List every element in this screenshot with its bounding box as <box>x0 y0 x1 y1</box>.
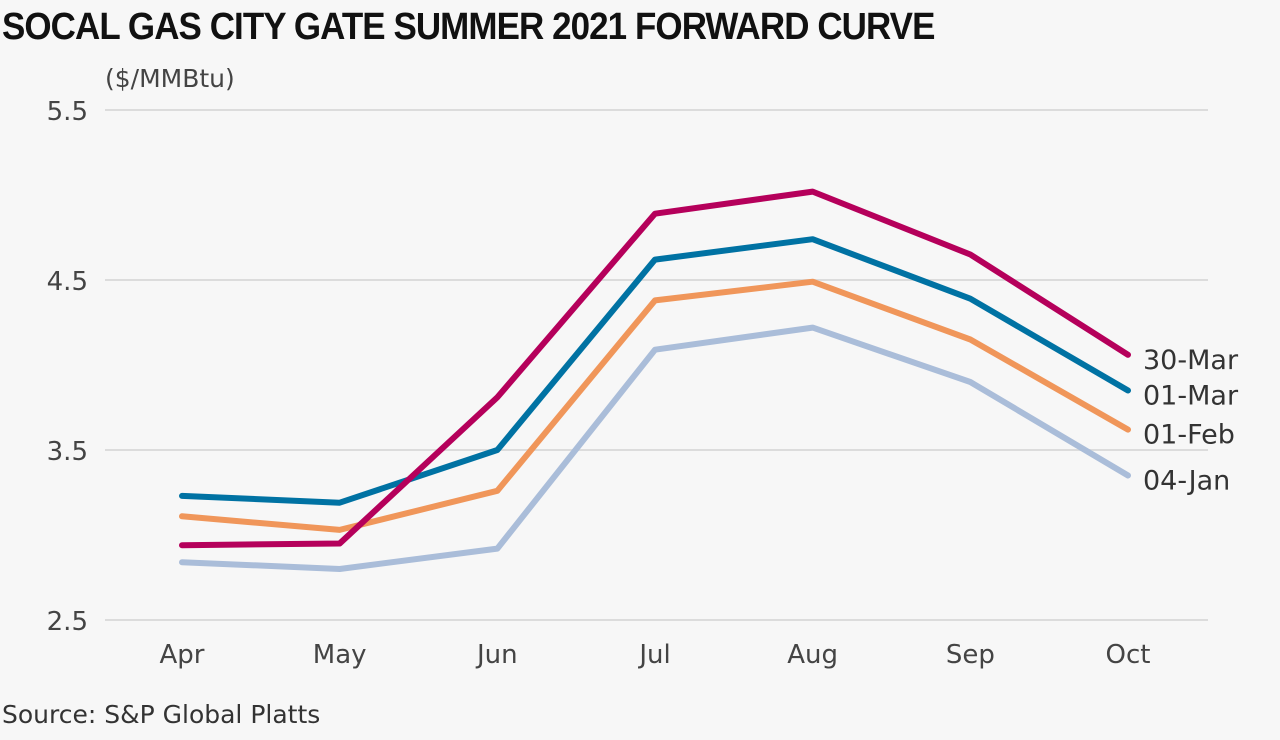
series-lines <box>179 188 1131 572</box>
series-label-01-feb: 01-Feb <box>1143 420 1235 451</box>
series-line-01-mar <box>179 236 1131 506</box>
chart-title: SOCAL GAS CITY GATE SUMMER 2021 FORWARD … <box>2 6 935 48</box>
x-tick-label: Oct <box>1106 640 1151 670</box>
y-tick-label: 3.5 <box>47 437 88 467</box>
y-tick-label: 5.5 <box>47 97 88 127</box>
x-tick-label: Aug <box>787 640 838 670</box>
x-axis-ticks: Apr May Jun Jul Aug Sep Oct <box>160 640 1151 670</box>
y-axis-ticks: 2.5 3.5 4.5 5.5 <box>47 97 88 637</box>
series-line-04-jan <box>179 324 1131 572</box>
gridlines <box>105 109 1208 621</box>
x-tick-label: Sep <box>946 640 995 670</box>
x-tick-label: Apr <box>160 640 205 670</box>
series-label-04-jan: 04-Jan <box>1143 466 1230 497</box>
y-axis-unit-label: ($/MMBtu) <box>105 64 235 93</box>
series-line-01-feb <box>179 278 1131 533</box>
series-label-01-mar: 01-Mar <box>1143 381 1239 412</box>
x-tick-label: May <box>313 640 367 670</box>
y-tick-label: 4.5 <box>47 267 88 297</box>
series-line-30-mar <box>179 188 1131 549</box>
source-note: Source: S&P Global Platts <box>2 700 321 729</box>
x-tick-label: Jun <box>475 640 518 670</box>
y-tick-label: 2.5 <box>47 607 88 637</box>
series-label-30-mar: 30-Mar <box>1143 345 1239 376</box>
series-end-labels: 30-Mar 01-Mar 01-Feb 04-Jan <box>1143 345 1239 497</box>
x-tick-label: Jul <box>637 640 670 670</box>
